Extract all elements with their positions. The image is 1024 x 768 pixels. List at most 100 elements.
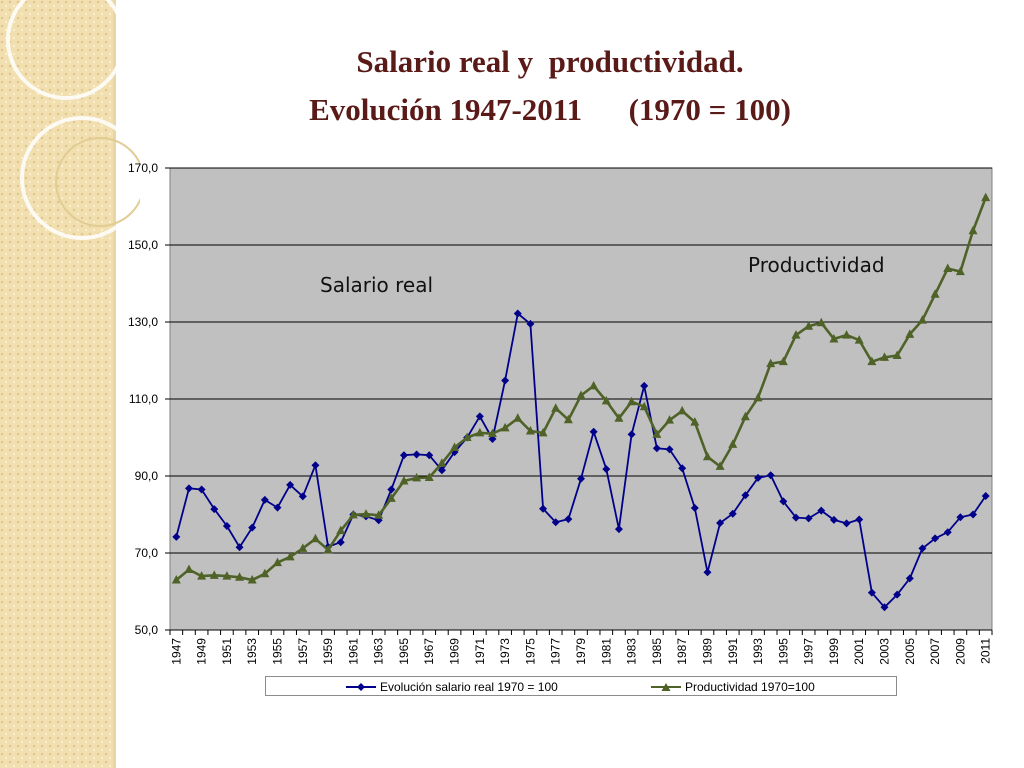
- x-tick-label: 1953: [245, 638, 259, 665]
- salario-real-point: [931, 534, 940, 543]
- salario-real-point: [804, 514, 813, 523]
- salario-real-point: [640, 381, 649, 390]
- slide-title: Salario real y productividad. Evolución …: [200, 38, 900, 134]
- productividad-point: [627, 396, 637, 406]
- x-tick-label: 1981: [599, 638, 613, 665]
- productividad-point: [652, 429, 662, 438]
- salario-real-point: [513, 309, 522, 318]
- title-line-2: Evolución 1947-2011 (1970 = 100): [309, 92, 791, 127]
- salario-real-point: [235, 543, 244, 552]
- legend-label-salario: Evolución salario real 1970 = 100: [380, 680, 558, 694]
- x-tick-label: 1955: [270, 638, 284, 665]
- productividad-point: [525, 425, 535, 435]
- productividad-point: [399, 476, 409, 485]
- productividad-point: [285, 551, 295, 561]
- salario-real-point: [842, 519, 851, 528]
- productividad-point: [955, 266, 965, 276]
- productividad-point: [184, 564, 194, 574]
- x-tick-label: 1971: [473, 638, 487, 665]
- productividad-point: [348, 509, 358, 519]
- productividad-point: [412, 472, 422, 482]
- salario-real-point: [855, 515, 864, 524]
- x-tick-label: 1995: [776, 638, 790, 665]
- legend-item-productividad: Productividad 1970=100: [651, 679, 815, 695]
- x-tick-label: 1979: [574, 638, 588, 665]
- salario-real-point: [286, 480, 295, 489]
- salario-real-point: [425, 451, 434, 460]
- salario-real-point: [311, 461, 320, 470]
- productividad-point: [323, 544, 333, 554]
- productividad-point: [260, 568, 270, 578]
- salario-real-point: [943, 528, 952, 537]
- productividad-point: [665, 415, 675, 424]
- salario-real-point: [197, 485, 206, 494]
- productividad-point: [829, 333, 839, 343]
- x-tick-label: 1991: [726, 638, 740, 665]
- x-tick-label: 1999: [827, 638, 841, 665]
- annotation-salario-real: Salario real: [320, 273, 434, 297]
- salario-real-point: [248, 523, 257, 532]
- productividad-point: [791, 330, 801, 339]
- salario-real-point: [437, 466, 446, 475]
- salario-real-point: [867, 588, 876, 597]
- productividad-point: [298, 543, 308, 552]
- productividad-point: [867, 356, 877, 366]
- salario-real-point: [412, 450, 421, 459]
- salario-real-point: [627, 430, 636, 439]
- productividad-point: [424, 472, 434, 482]
- x-tick-label: 1987: [675, 638, 689, 665]
- salario-real-point: [602, 465, 611, 474]
- productividad-point: [778, 356, 788, 366]
- productividad-point: [374, 510, 384, 519]
- annotation-productividad: Productividad: [748, 253, 885, 277]
- productividad-point: [235, 572, 245, 581]
- productividad-point: [450, 442, 460, 452]
- productividad-point: [842, 330, 852, 339]
- productividad-point: [981, 192, 991, 202]
- productividad-point: [740, 411, 750, 421]
- productividad-point: [222, 571, 232, 580]
- salario-real-point: [880, 603, 889, 612]
- productividad-point: [880, 352, 890, 361]
- x-tick-label: 2003: [878, 638, 892, 665]
- chart-legend: Evolución salario real 1970 = 100 Produc…: [265, 676, 897, 696]
- y-tick-label: 50,0: [135, 623, 159, 637]
- productividad-point: [513, 413, 523, 422]
- salario-real-point: [791, 513, 800, 522]
- productividad-point: [272, 557, 282, 567]
- productividad-point: [310, 533, 320, 543]
- x-tick-label: 1967: [422, 638, 436, 665]
- x-tick-label: 2001: [852, 638, 866, 665]
- salario-real-point: [336, 538, 345, 547]
- x-tick-label: 1973: [498, 638, 512, 665]
- salario-real-point: [703, 568, 712, 577]
- productividad-point: [892, 350, 902, 359]
- x-tick-label: 2007: [928, 638, 942, 665]
- salario-real-point: [399, 451, 408, 460]
- productividad-point: [500, 422, 510, 432]
- productividad-point: [614, 413, 624, 422]
- productividad-point: [197, 571, 207, 580]
- salario-real-point: [956, 513, 965, 522]
- x-tick-label: 1969: [448, 638, 462, 665]
- salario-real-point: [526, 319, 535, 328]
- productividad-point: [601, 395, 611, 405]
- title-line-1: Salario real y productividad.: [356, 44, 744, 79]
- salario-real-point: [728, 509, 737, 518]
- salario-real-point: [678, 464, 687, 473]
- productividad-point: [462, 432, 472, 441]
- legend-item-salario: Evolución salario real 1970 = 100: [346, 679, 558, 695]
- salario-real-point: [539, 504, 548, 513]
- salario-real-point: [298, 492, 307, 501]
- productividad-point: [563, 414, 573, 424]
- salario-real-point: [690, 503, 699, 512]
- x-tick-label: 1947: [169, 638, 183, 665]
- salario-real-point: [779, 497, 788, 506]
- productividad-point: [336, 525, 346, 535]
- salario-real-point: [981, 492, 990, 501]
- productividad-point: [589, 380, 599, 390]
- productividad-point: [943, 263, 953, 272]
- salario-real-point: [766, 471, 775, 480]
- x-tick-label: 1989: [700, 638, 714, 665]
- productividad-point: [968, 225, 978, 235]
